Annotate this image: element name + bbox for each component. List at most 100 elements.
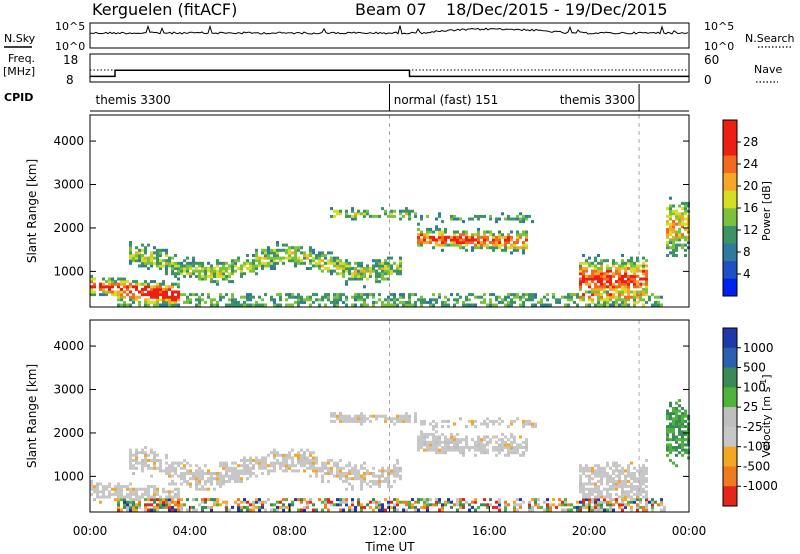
- heatmap-cell: [468, 298, 471, 302]
- heatmap-cell: [675, 233, 678, 237]
- heatmap-cell: [438, 295, 441, 299]
- heatmap-cell: [354, 508, 357, 512]
- heatmap-cell: [141, 466, 144, 470]
- heatmap-cell: [354, 417, 357, 421]
- heatmap-cell: [339, 209, 342, 213]
- heatmap-cell: [303, 505, 306, 509]
- heatmap-cell: [177, 282, 180, 286]
- heatmap-cell: [465, 233, 468, 237]
- heatmap-cell: [594, 256, 597, 260]
- heatmap-cell: [591, 472, 594, 476]
- heatmap-cell: [516, 498, 519, 502]
- heatmap-cell: [681, 425, 684, 429]
- heatmap-cell: [510, 238, 513, 242]
- heatmap-cell: [456, 503, 459, 507]
- heatmap-cell: [333, 269, 336, 273]
- heatmap-cell: [105, 290, 108, 294]
- heatmap-cell: [642, 464, 645, 468]
- heatmap-cell: [609, 277, 612, 281]
- heatmap-cell: [315, 456, 318, 460]
- heatmap-cell: [396, 474, 399, 478]
- heatmap-cell: [414, 300, 417, 304]
- heatmap-cell: [222, 474, 225, 478]
- heatmap-cell: [231, 293, 234, 297]
- heatmap-cell: [201, 472, 204, 476]
- heatmap-cell: [351, 487, 354, 491]
- heatmap-cell: [261, 466, 264, 470]
- heatmap-cell: [360, 477, 363, 481]
- heatmap-cell: [504, 505, 507, 509]
- colorbar-swatch: [723, 466, 737, 487]
- heatmap-cell: [678, 419, 681, 423]
- heatmap-cell: [645, 492, 648, 496]
- heatmap-cell: [150, 466, 153, 470]
- heatmap-cell: [216, 303, 219, 307]
- heatmap-cell: [633, 500, 636, 504]
- heatmap-cell: [606, 290, 609, 294]
- heatmap-cell: [672, 222, 675, 226]
- heatmap-cell: [408, 295, 411, 299]
- heatmap-cell: [399, 474, 402, 478]
- heatmap-cell: [162, 248, 165, 252]
- heatmap-cell: [591, 487, 594, 491]
- heatmap-cell: [249, 261, 252, 265]
- heatmap-cell: [624, 269, 627, 273]
- heatmap-cell: [381, 274, 384, 278]
- heatmap-cell: [450, 217, 453, 221]
- heatmap-cell: [585, 474, 588, 478]
- heatmap-cell: [279, 293, 282, 297]
- heatmap-cell: [240, 464, 243, 468]
- heatmap-cell: [144, 248, 147, 252]
- heatmap-cell: [441, 248, 444, 252]
- heatmap-cell: [498, 238, 501, 242]
- heatmap-cell: [417, 448, 420, 452]
- heatmap-cell: [135, 456, 138, 460]
- heatmap-cell: [432, 425, 435, 429]
- heatmap-cell: [132, 293, 135, 297]
- heatmap-cell: [357, 474, 360, 478]
- heatmap-cell: [183, 267, 186, 271]
- heatmap-cell: [93, 490, 96, 494]
- heatmap-cell: [279, 505, 282, 509]
- heatmap-cell: [306, 466, 309, 470]
- heatmap-cell: [186, 508, 189, 512]
- heatmap-cell: [558, 298, 561, 302]
- heatmap-cell: [435, 227, 438, 231]
- heatmap-cell: [507, 443, 510, 447]
- heatmap-cell: [129, 482, 132, 486]
- heatmap-cell: [483, 243, 486, 247]
- heatmap-cell: [624, 261, 627, 265]
- heatmap-cell: [591, 269, 594, 273]
- heatmap-cell: [198, 272, 201, 276]
- heatmap-cell: [636, 503, 639, 507]
- heatmap-cell: [441, 505, 444, 509]
- heatmap-cell: [219, 503, 222, 507]
- heatmap-cell: [291, 459, 294, 463]
- heatmap-cell: [618, 474, 621, 478]
- heatmap-cell: [465, 443, 468, 447]
- heatmap-cell: [180, 498, 183, 502]
- heatmap-cell: [426, 300, 429, 304]
- heatmap-cell: [360, 269, 363, 273]
- heatmap-cell: [303, 498, 306, 502]
- heatmap-cell: [480, 235, 483, 239]
- heatmap-cell: [483, 446, 486, 450]
- heatmap-cell: [672, 422, 675, 426]
- heatmap-cell: [156, 466, 159, 470]
- heatmap-cell: [93, 487, 96, 491]
- heatmap-cell: [444, 303, 447, 307]
- heatmap-cell: [351, 417, 354, 421]
- heatmap-cell: [108, 287, 111, 291]
- heatmap-cell: [213, 267, 216, 271]
- heatmap-cell: [192, 256, 195, 260]
- heatmap-cell: [186, 264, 189, 268]
- heatmap-cell: [180, 508, 183, 512]
- heatmap-cell: [129, 254, 132, 258]
- heatmap-cell: [117, 492, 120, 496]
- heatmap-cell: [201, 274, 204, 278]
- heatmap-cell: [600, 500, 603, 504]
- heatmap-cell: [504, 440, 507, 444]
- heatmap-cell: [162, 293, 165, 297]
- heatmap-cell: [579, 285, 582, 289]
